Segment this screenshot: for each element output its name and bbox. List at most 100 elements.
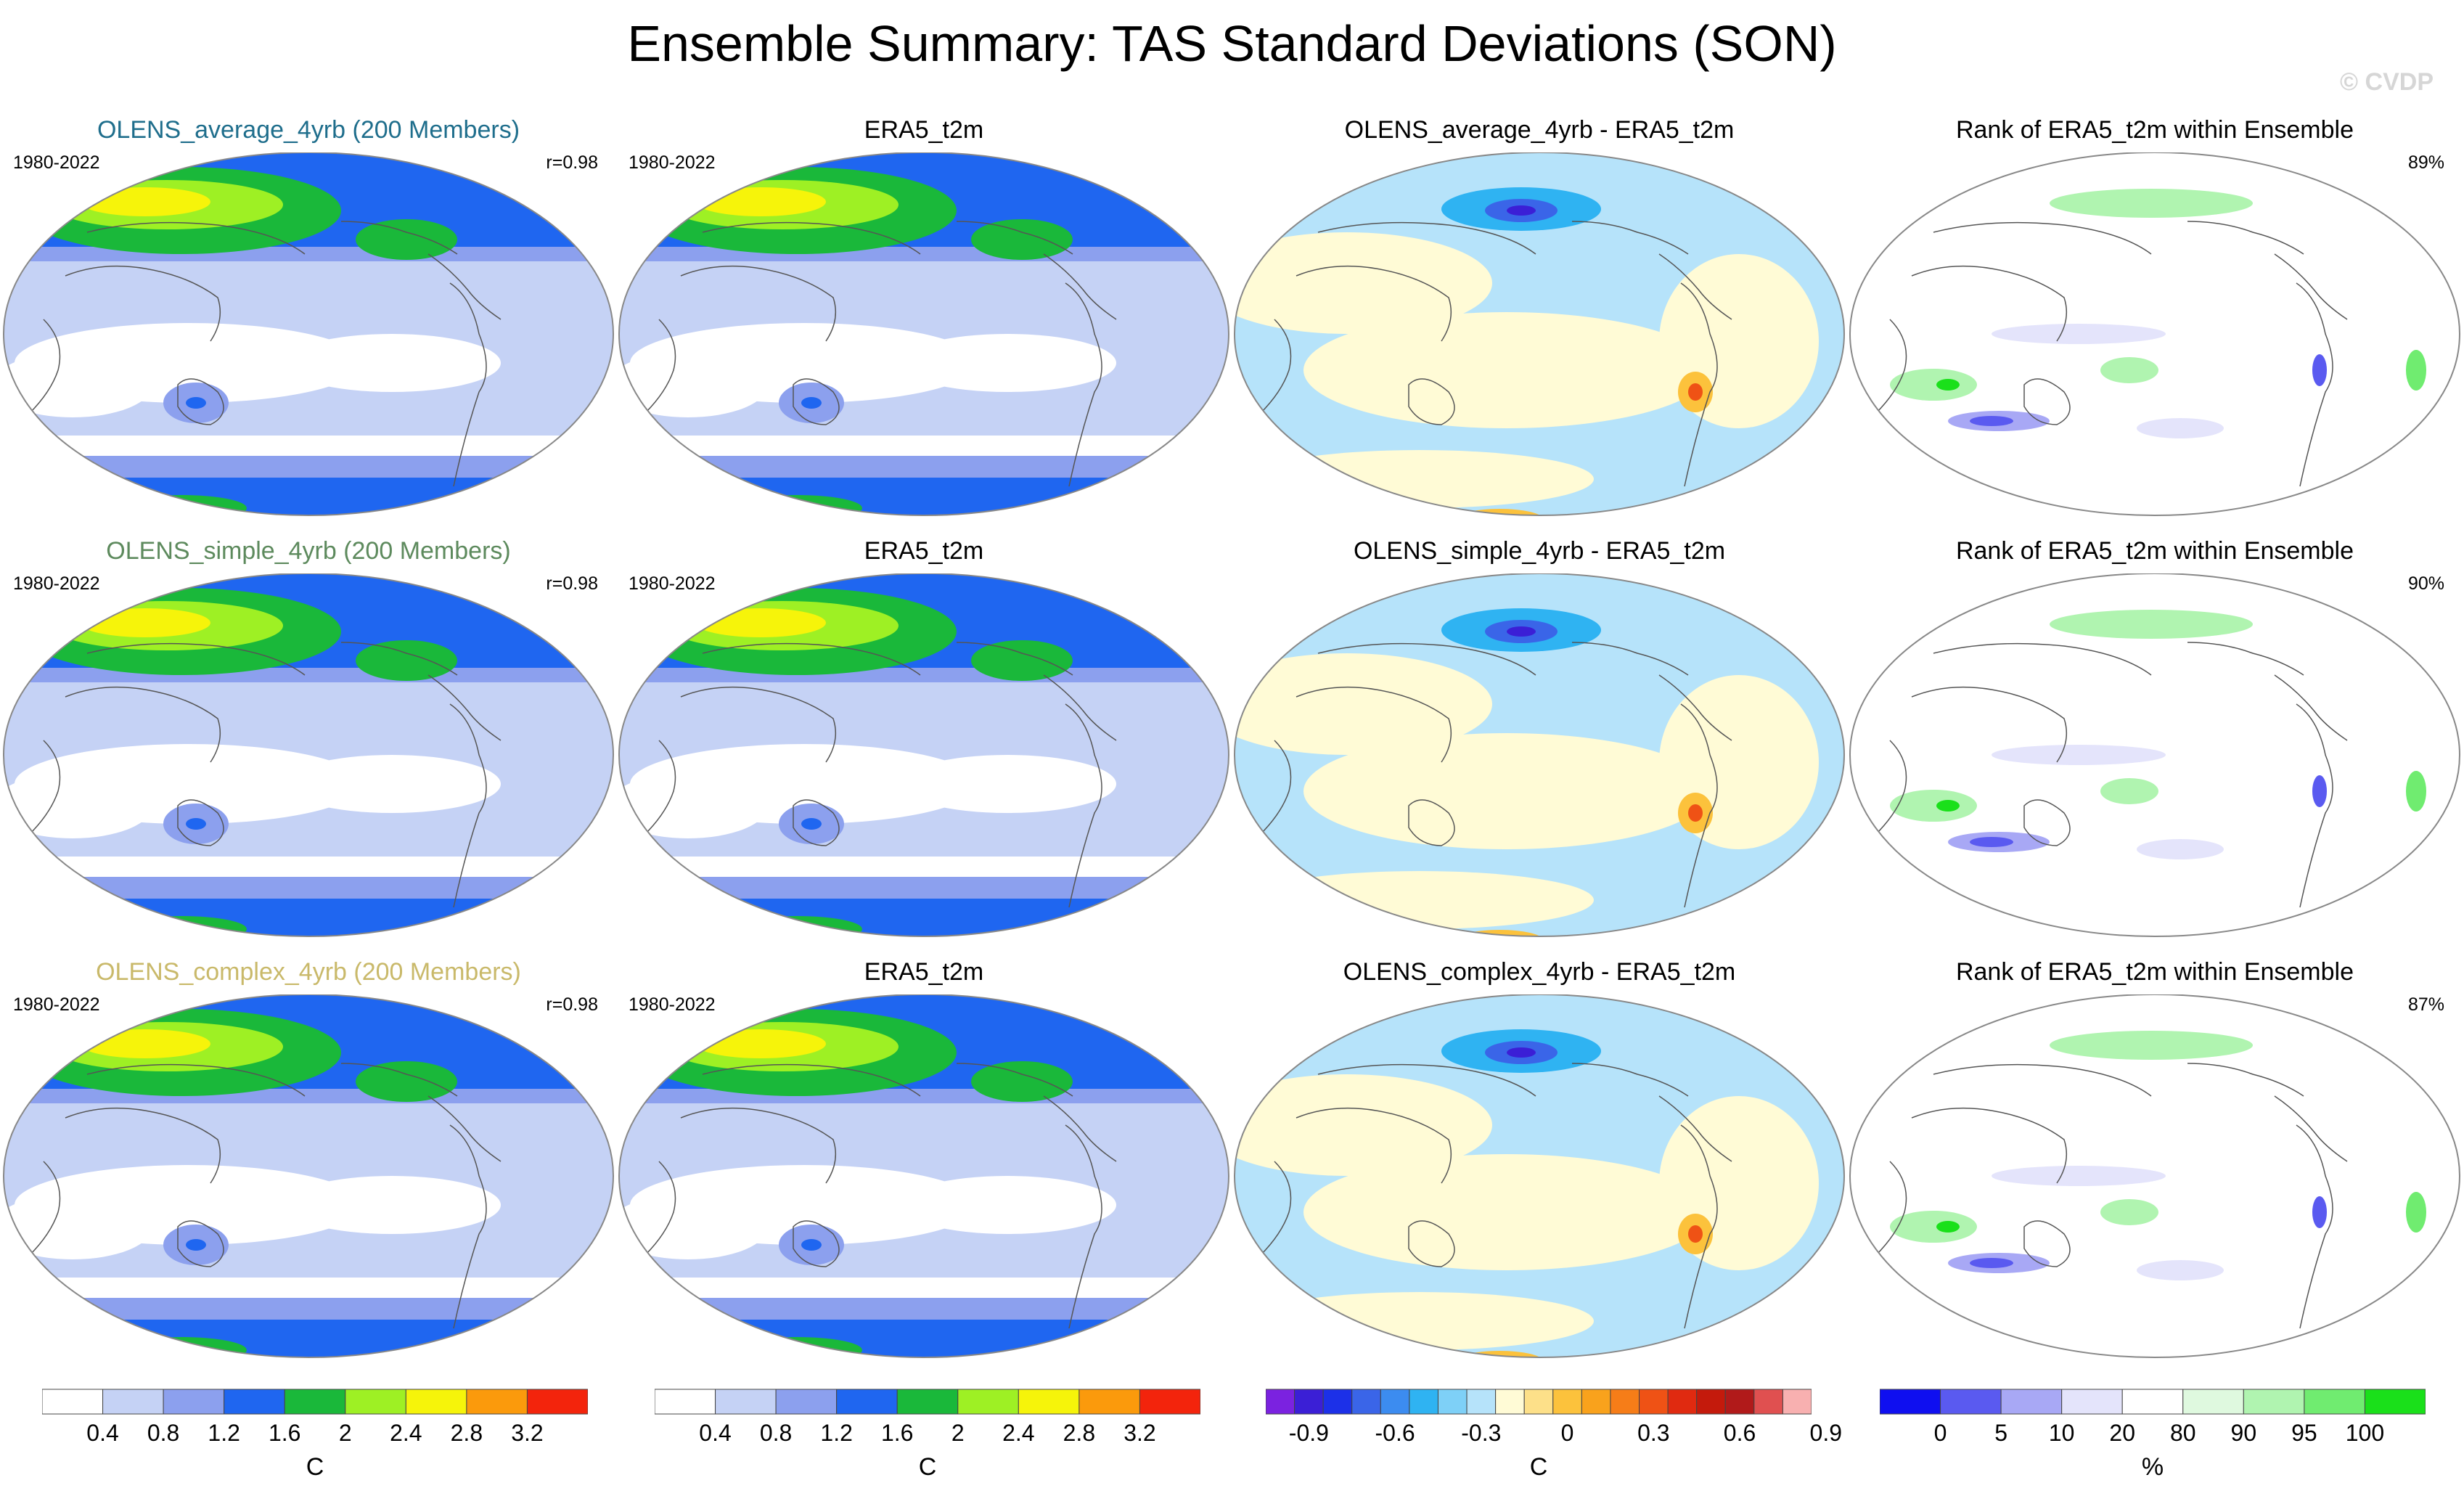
tropical-yellow <box>1303 312 1710 428</box>
map-field <box>1890 610 2426 859</box>
colorbar-tick-label: 10 <box>2048 1420 2075 1446</box>
panel-title: OLENS_simple_4yrb - ERA5_t2m <box>1353 537 1726 565</box>
coastline <box>2187 642 2304 676</box>
coastline <box>1680 1124 1718 1329</box>
coastline <box>177 799 224 846</box>
colorbar-std-model: 0.4 0.8 1.2 1.6 2 2.4 2.8 3.2 C <box>42 1388 588 1504</box>
colorbar-boxes <box>655 1389 1200 1415</box>
coastline <box>427 1095 502 1162</box>
coastline <box>2187 1063 2304 1097</box>
map-field <box>4 994 613 1357</box>
coastline <box>1259 1161 1292 1256</box>
colorbar-units: C <box>1529 1453 1548 1481</box>
colorbar-box <box>1437 1389 1468 1415</box>
canada-green <box>356 640 457 681</box>
antarctic-yellow <box>156 925 185 936</box>
panel-olens-simple-std: OLENS_simple_4yrb (200 Members) 1980-202… <box>0 537 617 937</box>
colorbar-box <box>1380 1389 1410 1415</box>
map-border <box>1234 994 1845 1358</box>
map-rank <box>1849 573 2460 937</box>
colorbar-units: % <box>2141 1453 2164 1481</box>
panel-title: Rank of ERA5_t2m within Ensemble <box>1955 958 2354 986</box>
panel-title: ERA5_t2m <box>864 116 984 144</box>
coastlines <box>1875 221 2348 487</box>
panel-title: OLENS_average_4yrb - ERA5_t2m <box>1344 116 1735 144</box>
coastline <box>1571 1063 1689 1097</box>
coastline <box>2296 703 2333 908</box>
panel-era5-std: ERA5_t2m 1980-2022 <box>615 537 1232 937</box>
pacific-green <box>2100 357 2158 383</box>
colorbar-tick-label: 5 <box>1994 1420 2007 1446</box>
coastlines <box>28 642 502 908</box>
panel-rank-percent: 89% <box>2407 152 2444 173</box>
colorbar-units: C <box>306 1453 324 1481</box>
panel-title: Rank of ERA5_t2m within Ensemble <box>1955 116 2354 144</box>
coastline <box>1875 319 1907 414</box>
coastline <box>1571 221 1689 255</box>
southern-blue <box>1970 1258 2013 1268</box>
map-diff <box>1234 152 1845 516</box>
panel-title: OLENS_complex_4yrb - ERA5_t2m <box>1343 958 1736 986</box>
northern-yellow <box>1235 232 1492 334</box>
arctic-green <box>2050 1031 2253 1060</box>
coastline <box>956 1063 1073 1097</box>
colorbar-box <box>466 1389 528 1415</box>
panel-title: OLENS_simple_4yrb (200 Members) <box>106 537 511 565</box>
atlantic-blue <box>2312 354 2327 386</box>
colorbar-box <box>163 1389 225 1415</box>
coastline <box>1317 1063 1536 1097</box>
colorbar-tick-label: 0 <box>1560 1420 1574 1446</box>
colorbar-box <box>405 1389 467 1415</box>
panel-olens-complex-std: OLENS_complex_4yrb (200 Members) 1980-20… <box>0 958 617 1358</box>
atlantic-blue <box>2312 775 2327 807</box>
coastline <box>28 319 61 414</box>
antarctic-yellow <box>771 1346 801 1357</box>
coastline <box>449 282 487 487</box>
east-lavender <box>2137 1260 2224 1280</box>
coastline <box>340 221 458 255</box>
panel-era5-std: ERA5_t2m 1980-2022 <box>615 116 1232 516</box>
coastline <box>1933 642 2152 676</box>
colorbar-boxes <box>1266 1389 1812 1415</box>
colorbar-box <box>655 1389 716 1415</box>
map-border <box>3 994 614 1358</box>
australia-core <box>186 818 206 830</box>
canada-green <box>971 1061 1073 1102</box>
coastline <box>2023 1220 2071 1267</box>
pacific-white <box>283 755 501 813</box>
pacific-green <box>2100 1199 2158 1225</box>
pacific-white <box>899 334 1116 392</box>
coastline <box>680 1107 837 1184</box>
colorbar-box <box>2364 1389 2426 1415</box>
coastline <box>702 221 921 255</box>
map-diff <box>1234 573 1845 937</box>
colorbar-box <box>1409 1389 1438 1415</box>
coastlines <box>1875 1063 2348 1329</box>
coastline <box>1259 319 1292 414</box>
coastline <box>2023 378 2071 425</box>
coastline <box>702 642 921 676</box>
map-rank <box>1849 994 2460 1358</box>
colorbar-box <box>1322 1389 1353 1415</box>
copyright-watermark: © CVDP <box>2340 68 2434 96</box>
coastline <box>86 642 306 676</box>
coastline <box>449 1124 487 1329</box>
coastline <box>644 1161 676 1256</box>
colorbar-box <box>1018 1389 1080 1415</box>
colorbar-tick-label: 3.2 <box>1123 1420 1156 1446</box>
indian-green-strong <box>1936 379 1960 391</box>
coastline <box>427 674 502 741</box>
southern-yellow <box>1245 450 1594 508</box>
canada-green <box>971 219 1073 260</box>
northern-yellow <box>1235 1074 1492 1176</box>
colorbar-tick-label: 2.8 <box>1063 1420 1096 1446</box>
indian-green <box>1890 1211 1977 1243</box>
panel-era5-std: ERA5_t2m 1980-2022 <box>615 958 1232 1358</box>
coastline <box>1408 378 1455 425</box>
map-border <box>3 152 614 516</box>
colorbar-tick-label: 0.6 <box>1723 1420 1756 1446</box>
coastline <box>1658 1095 1732 1162</box>
colorbar-tick-label: -0.3 <box>1461 1420 1502 1446</box>
far-east-green <box>2406 350 2426 391</box>
map-std <box>3 573 614 937</box>
